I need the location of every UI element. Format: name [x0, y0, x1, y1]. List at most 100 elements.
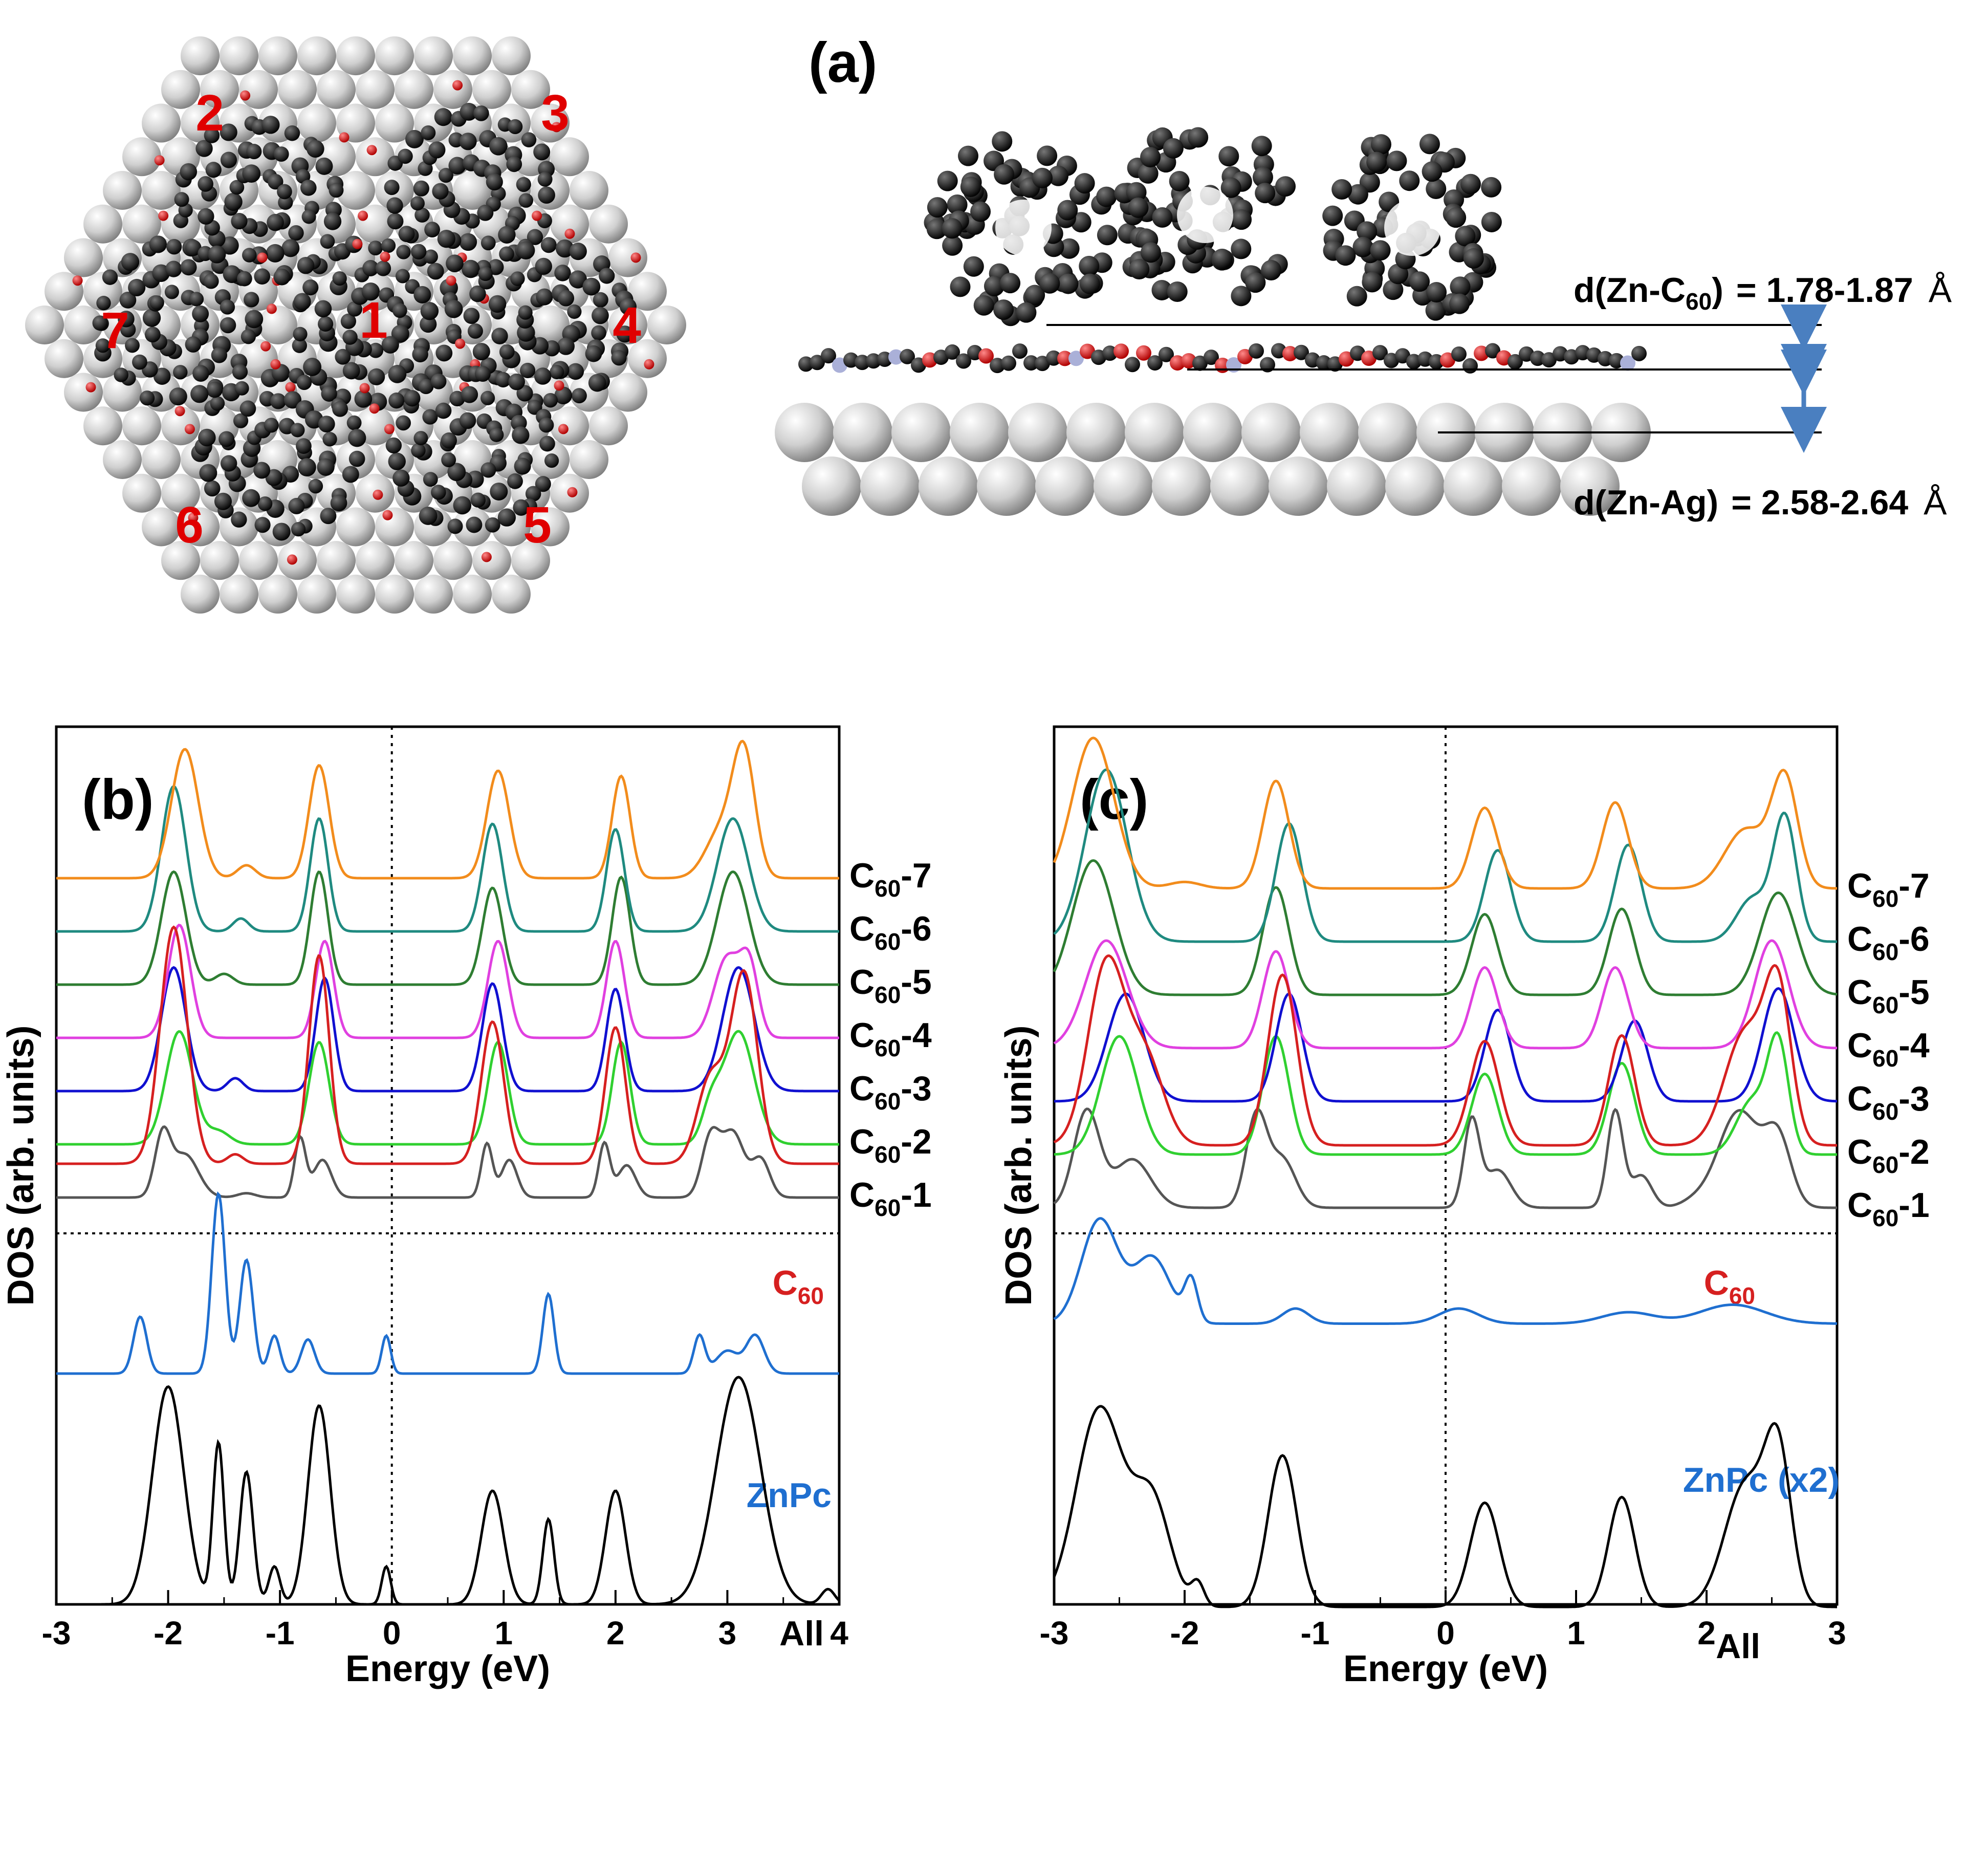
ag-atom	[297, 103, 336, 143]
carbon-atom	[261, 116, 280, 134]
carbon-atom	[462, 259, 480, 278]
znpc-atom	[978, 348, 994, 364]
carbon-atom	[245, 310, 264, 329]
ag-atom	[336, 36, 375, 76]
carbon-atom	[362, 260, 379, 276]
carbon-atom	[396, 245, 411, 259]
ag-atom	[83, 204, 122, 244]
c60-cage-side-2	[1114, 127, 1296, 307]
molecule-number-1: 1	[359, 292, 388, 349]
carbon-atom	[1255, 183, 1276, 204]
ag-atom	[297, 574, 336, 614]
ag-atom	[395, 541, 433, 580]
ag-atom	[375, 574, 414, 614]
carbon-atom	[308, 478, 323, 494]
carbon-atom	[499, 246, 514, 262]
carbon-atom	[446, 254, 464, 273]
ag-atom	[297, 36, 336, 76]
ag-atom	[122, 406, 161, 446]
molecule-number-5: 5	[523, 496, 552, 554]
carbon-atom	[233, 413, 249, 428]
carbon-atom	[498, 226, 516, 244]
carbon-atom	[385, 437, 402, 454]
oxygen-atom	[352, 238, 363, 249]
carbon-atom	[1426, 178, 1447, 199]
carbon-atom	[444, 299, 463, 318]
carbon-atom	[318, 316, 334, 332]
x-tick-label: 1	[1567, 1615, 1585, 1651]
carbon-atom	[1032, 167, 1053, 188]
carbon-atom	[518, 305, 533, 320]
znpc-atom	[1046, 350, 1061, 366]
c60-cage-side-1	[924, 131, 1118, 327]
c60-cluster-4	[446, 210, 654, 434]
carbon-atom	[463, 308, 480, 324]
x-tick-label: 1	[494, 1615, 513, 1651]
carbon-atom	[410, 196, 425, 211]
c60-cluster-6	[174, 341, 383, 565]
carbon-atom	[994, 164, 1015, 185]
ag-atom	[414, 574, 453, 614]
znpc-atom	[798, 356, 814, 372]
carbon-atom	[166, 238, 182, 255]
carbon-atom	[1362, 272, 1383, 293]
carbon-atom	[540, 237, 557, 253]
carbon-atom	[224, 192, 243, 211]
oxygen-atom	[384, 424, 395, 434]
ag-atom	[220, 36, 258, 76]
ag-atom	[258, 306, 297, 344]
ag-atom	[511, 70, 550, 109]
carbon-atom	[1039, 273, 1060, 294]
znpc-atom	[1620, 355, 1635, 371]
carbon-atom	[1460, 173, 1481, 194]
carbon-atom	[180, 163, 198, 181]
carbon-atom	[1347, 184, 1368, 205]
carbon-atom	[491, 328, 508, 344]
molecule-number-labels: 1 2 3 4 5 6 7	[101, 84, 641, 554]
carbon-atom	[257, 496, 273, 511]
series-line-ZnPc (x2)	[1053, 1217, 1838, 1325]
ag-atom-row2	[1210, 456, 1270, 516]
carbon-atom	[348, 450, 365, 467]
carbon-atom	[544, 453, 559, 468]
carbon-atom	[388, 393, 405, 409]
ag-atom	[239, 70, 278, 109]
carbon-atom	[554, 386, 573, 405]
series-label-C60: C60	[773, 1264, 824, 1309]
carbon-atom	[508, 373, 525, 390]
carbon-atom	[302, 279, 319, 296]
ag-atom	[239, 541, 278, 580]
carbon-atom	[418, 379, 434, 395]
carbon-atom	[198, 428, 216, 447]
carbon-atom	[375, 260, 391, 276]
series-line-C60-1	[56, 1125, 839, 1199]
oxygen-atom	[382, 510, 393, 520]
carbon-atom	[273, 146, 289, 162]
ag-atom	[647, 306, 686, 344]
carbon-atom	[1335, 245, 1356, 266]
ag-atom-row1	[1241, 403, 1301, 462]
carbon-atom	[490, 482, 508, 501]
carbon-atom	[512, 426, 530, 444]
carbon-atom	[1425, 300, 1446, 321]
ag-atom	[142, 507, 181, 547]
carbon-atom	[567, 363, 584, 380]
ag-atom	[103, 440, 142, 479]
carbon-atom	[296, 375, 312, 390]
carbon-atom	[386, 197, 403, 214]
carbon-atom	[208, 245, 226, 264]
carbon-atom	[192, 365, 209, 382]
carbon-atom	[221, 455, 237, 472]
carbon-atom	[1016, 302, 1037, 323]
znpc-atom	[888, 349, 904, 365]
carbon-atom	[320, 508, 337, 525]
ag-atom	[161, 406, 200, 446]
ag-atom	[628, 272, 667, 311]
x-tick-label: -1	[1301, 1615, 1330, 1651]
carbon-atom	[340, 313, 357, 329]
oxygen-atom	[260, 341, 271, 352]
ag-atom-row1	[1300, 403, 1359, 462]
carbon-atom	[1096, 186, 1117, 207]
carbon-atom	[239, 400, 256, 417]
carbon-atom	[467, 323, 483, 339]
